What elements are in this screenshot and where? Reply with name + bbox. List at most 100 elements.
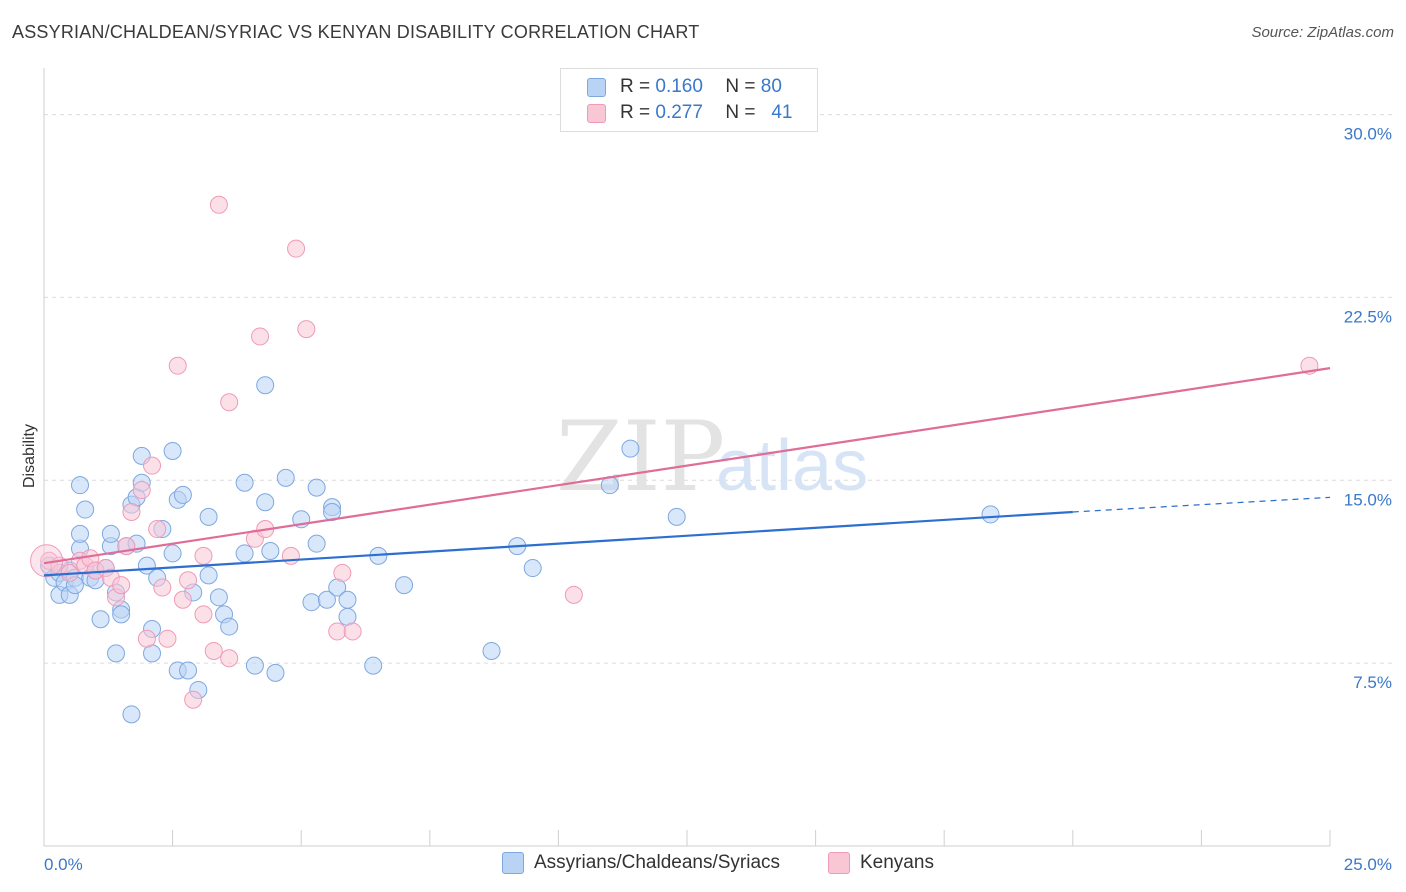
data-point bbox=[276, 468, 295, 487]
data-point bbox=[333, 563, 352, 582]
data-point bbox=[256, 376, 275, 395]
bottom-legend-swatch-assyrians bbox=[502, 852, 524, 874]
data-point bbox=[266, 663, 285, 682]
data-point bbox=[256, 493, 275, 512]
legend-r-label: R = bbox=[620, 76, 651, 97]
legend-r-label: R = bbox=[620, 102, 651, 123]
data-point bbox=[220, 617, 239, 636]
data-point bbox=[523, 559, 542, 578]
data-point bbox=[163, 544, 182, 563]
legend-row-assyrians: R = 0.160 N = 80 bbox=[587, 75, 782, 99]
data-point bbox=[148, 520, 167, 539]
y-tick-label: 30.0% bbox=[1344, 125, 1392, 144]
data-point bbox=[261, 541, 280, 560]
data-point bbox=[137, 629, 156, 648]
data-point bbox=[194, 605, 213, 624]
chart-title: ASSYRIAN/CHALDEAN/SYRIAC VS KENYAN DISAB… bbox=[12, 22, 700, 42]
bottom-legend-swatch-kenyans bbox=[828, 852, 850, 874]
trend-line bbox=[43, 510, 1073, 577]
data-point bbox=[107, 644, 126, 663]
legend-r-value: 0.160 bbox=[655, 76, 703, 97]
data-point bbox=[395, 576, 414, 595]
legend-n-value: 41 bbox=[771, 102, 793, 123]
data-point bbox=[179, 661, 198, 680]
legend-n-value: 80 bbox=[760, 76, 782, 97]
x-tick-label-max: 25.0% bbox=[1344, 855, 1392, 874]
data-point bbox=[122, 502, 141, 521]
source-label: Source: ZipAtlas.com bbox=[1251, 24, 1394, 41]
legend-n-label: N = bbox=[725, 102, 756, 123]
data-point bbox=[328, 622, 347, 641]
grid bbox=[44, 114, 1392, 664]
data-point bbox=[132, 481, 151, 500]
trend-lines bbox=[43, 367, 1331, 577]
data-point bbox=[199, 566, 218, 585]
trend-line bbox=[43, 367, 1331, 565]
data-point bbox=[158, 629, 177, 648]
bottom-legend-kenyans[interactable]: Kenyans bbox=[828, 852, 934, 874]
data-point bbox=[307, 534, 326, 553]
correlation-legend: R = 0.160 N = 80 R = 0.277 N = 41 bbox=[560, 68, 818, 132]
bottom-legend-label: Kenyans bbox=[860, 852, 934, 873]
data-point bbox=[297, 320, 316, 339]
watermark-atlas: atlas bbox=[716, 426, 868, 506]
data-point bbox=[338, 590, 357, 609]
data-point bbox=[307, 478, 326, 497]
data-point bbox=[281, 546, 300, 565]
data-point bbox=[287, 239, 306, 258]
data-point bbox=[101, 524, 120, 543]
data-point bbox=[194, 546, 213, 565]
legend-n-label: N = bbox=[725, 76, 756, 97]
data-point bbox=[317, 590, 336, 609]
trend-line-extension bbox=[1072, 496, 1331, 513]
bottom-legend-label: Assyrians/Chaldeans/Syriacs bbox=[534, 852, 781, 873]
watermark: ZIP atlas bbox=[556, 401, 868, 513]
x-tick-label-min: 0.0% bbox=[44, 855, 83, 874]
data-point bbox=[76, 500, 95, 519]
data-point bbox=[302, 593, 321, 612]
data-point bbox=[173, 485, 192, 504]
data-point bbox=[621, 439, 640, 458]
legend-row-kenyans: R = 0.277 N = 41 bbox=[587, 101, 792, 125]
y-tick-label: 15.0% bbox=[1344, 490, 1392, 509]
tick-labels: 7.5% 15.0% 22.5% 30.0% 0.0% 25.0% bbox=[44, 125, 1392, 874]
data-point bbox=[209, 588, 228, 607]
data-point bbox=[112, 605, 131, 624]
data-point bbox=[184, 690, 203, 709]
data-point bbox=[199, 507, 218, 526]
data-point bbox=[235, 544, 254, 563]
data-point bbox=[482, 641, 501, 660]
data-point bbox=[163, 442, 182, 461]
data-point bbox=[71, 476, 90, 495]
data-point bbox=[179, 571, 198, 590]
data-point bbox=[235, 473, 254, 492]
legend-r-value: 0.277 bbox=[655, 102, 703, 123]
data-point bbox=[981, 505, 1000, 524]
data-point bbox=[245, 656, 264, 675]
data-point bbox=[564, 585, 583, 604]
series-kenyans-points bbox=[30, 195, 1319, 709]
bottom-legend-assyrians[interactable]: Assyrians/Chaldeans/Syriacs bbox=[502, 852, 780, 874]
y-tick-label: 7.5% bbox=[1353, 673, 1392, 692]
data-point bbox=[168, 356, 187, 375]
data-point bbox=[220, 649, 239, 668]
data-point bbox=[143, 456, 162, 475]
legend-swatch-kenyans bbox=[587, 103, 606, 123]
data-point bbox=[667, 507, 686, 526]
data-point bbox=[91, 610, 110, 629]
legend-swatch-assyrians bbox=[587, 77, 606, 97]
axes bbox=[43, 68, 1331, 847]
data-point bbox=[251, 327, 270, 346]
data-point bbox=[122, 705, 141, 724]
watermark-zip: ZIP bbox=[556, 401, 725, 513]
data-point bbox=[71, 524, 90, 543]
data-point bbox=[153, 578, 172, 597]
data-point bbox=[173, 590, 192, 609]
data-point bbox=[112, 576, 131, 595]
data-point bbox=[220, 393, 239, 412]
data-point bbox=[343, 622, 362, 641]
y-tick-label: 22.5% bbox=[1344, 307, 1392, 326]
data-point bbox=[204, 641, 223, 660]
data-point bbox=[209, 195, 228, 214]
